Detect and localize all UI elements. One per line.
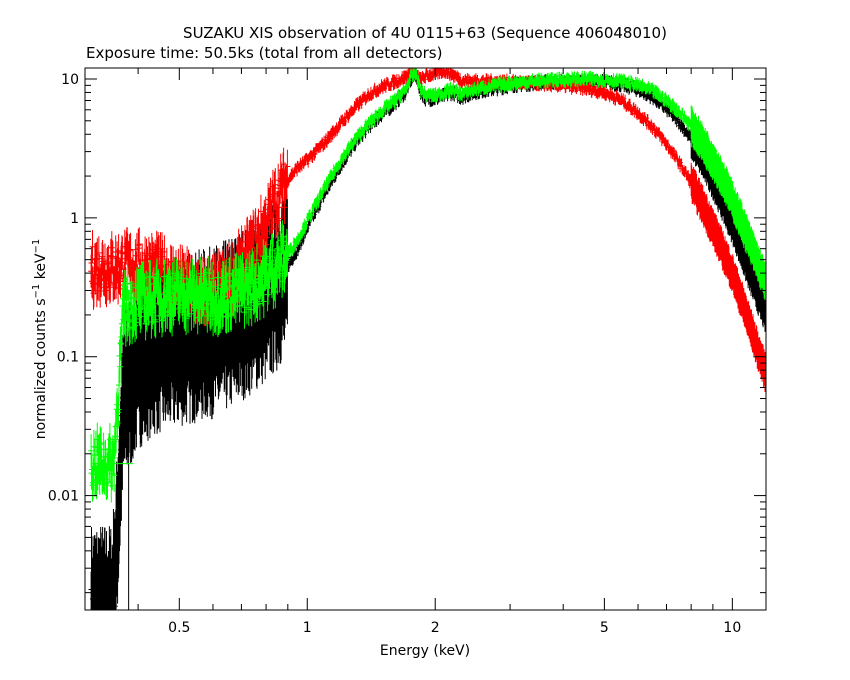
axes: 0.5 1 2 5 10 0.01 0.1 1 10 — [48, 68, 766, 636]
x-tick-label: 10 — [723, 620, 741, 636]
black-low-bin — [91, 363, 134, 610]
y-axis-label-main: normalized counts s — [33, 298, 49, 439]
x-tick-label: 5 — [600, 620, 609, 636]
x-tick-label: 1 — [303, 620, 312, 636]
y-axis-label-sup1: −1 — [31, 284, 42, 299]
green-low-bin — [91, 450, 134, 476]
series-2 — [88, 68, 766, 503]
y-axis-label-mid: keV — [33, 253, 49, 284]
y-axis-label-sup2: −1 — [31, 239, 42, 254]
y-tick-label: 1 — [70, 211, 79, 227]
y-tick-label: 10 — [61, 72, 79, 88]
y-tick-label: 0.01 — [48, 489, 79, 505]
chart-subtitle: Exposure time: 50.5ks (total from all de… — [86, 44, 442, 62]
x-tick-label: 2 — [431, 620, 440, 636]
y-axis-label: normalized counts s−1 keV−1 — [31, 239, 49, 440]
plot-area — [88, 68, 766, 610]
x-tick-label: 0.5 — [168, 620, 190, 636]
series-2-points — [88, 68, 766, 503]
low-energy-bins — [91, 363, 134, 610]
x-axis-label: Energy (keV) — [380, 643, 470, 659]
plot-frame — [84, 67, 767, 611]
chart-title: SUZAKU XIS observation of 4U 0115+63 (Se… — [183, 24, 667, 42]
series-1 — [88, 68, 766, 610]
series-1-points — [88, 68, 766, 610]
y-tick-label: 0.1 — [57, 350, 79, 366]
